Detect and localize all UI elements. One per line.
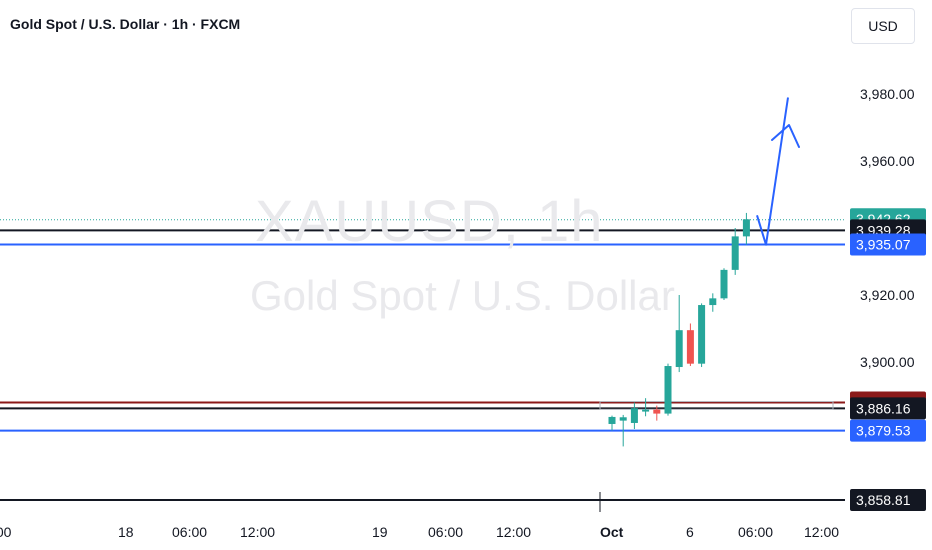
x-tick-label-2: 18 bbox=[118, 524, 134, 540]
candle-body-4[interactable] bbox=[642, 409, 650, 412]
x-tick-label-3: 06:00 bbox=[172, 524, 207, 540]
x-tick-label-10: 06:00 bbox=[738, 524, 773, 540]
y-tick-label-4: 3,900.00 bbox=[860, 354, 915, 370]
currency-label: USD bbox=[868, 18, 898, 34]
x-tick-label-9: 6 bbox=[686, 524, 694, 540]
candle-body-11[interactable] bbox=[720, 269, 728, 299]
x-tick-label-1: :00 bbox=[0, 524, 12, 540]
price-badge-5-label: 3,879.53 bbox=[856, 423, 911, 439]
candle-body-10[interactable] bbox=[709, 298, 717, 306]
candle-body-1[interactable] bbox=[608, 416, 616, 424]
chart-title: Gold Spot / U.S. Dollar · 1h · FXCM bbox=[10, 16, 241, 32]
price-badge-4 bbox=[850, 397, 926, 420]
x-tick-label-11: 12:00 bbox=[804, 524, 839, 540]
candle-body-3[interactable] bbox=[630, 408, 638, 423]
projection-arrow-path[interactable] bbox=[756, 97, 789, 246]
candle-body-5[interactable] bbox=[653, 409, 661, 414]
price-badge-2 bbox=[850, 233, 926, 256]
price-badge-4-label: 3,886.16 bbox=[856, 400, 911, 416]
candle-body-12[interactable] bbox=[731, 236, 739, 270]
price-badge-5 bbox=[850, 419, 926, 442]
candle-body-2[interactable] bbox=[619, 417, 627, 421]
price-badge-2-label: 3,935.07 bbox=[856, 237, 911, 253]
watermark-symbol: XAUUSD, 1h bbox=[255, 189, 604, 254]
y-tick-label-2: 3,960.00 bbox=[860, 153, 915, 169]
candle-body-6[interactable] bbox=[664, 366, 672, 414]
price-badge-6 bbox=[850, 488, 926, 511]
candle-body-7[interactable] bbox=[675, 330, 683, 368]
x-tick-label-7: 12:00 bbox=[496, 524, 531, 540]
x-tick-label-5: 19 bbox=[372, 524, 388, 540]
x-tick-label-8: Oct bbox=[600, 524, 624, 540]
candle-body-13[interactable] bbox=[742, 219, 750, 237]
x-tick-label-6: 06:00 bbox=[428, 524, 463, 540]
x-tick-label-4: 12:00 bbox=[240, 524, 275, 540]
projection-arrowhead bbox=[771, 124, 800, 148]
candle-body-9[interactable] bbox=[698, 305, 706, 364]
watermark-name: Gold Spot / U.S. Dollar bbox=[250, 272, 675, 319]
price-range-box[interactable] bbox=[599, 401, 834, 410]
currency-selector[interactable]: USD bbox=[851, 8, 915, 44]
y-tick-label-3: 3,920.00 bbox=[860, 287, 915, 303]
price-badge-6-label: 3,858.81 bbox=[856, 492, 911, 508]
y-tick-label-1: 3,980.00 bbox=[860, 86, 915, 102]
candle-body-8[interactable] bbox=[686, 330, 694, 364]
